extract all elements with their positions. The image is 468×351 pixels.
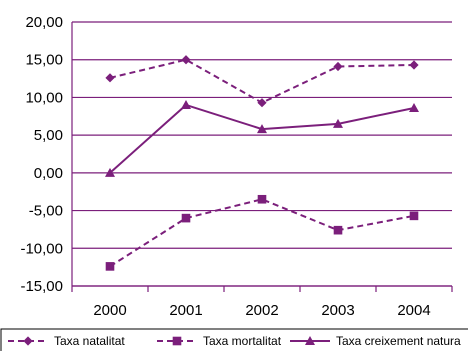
legend: Taxa natalitat Taxa mortalitat Taxa creixe… — [0, 328, 468, 351]
legend-label: Taxa natalitat — [54, 334, 125, 348]
series-lines — [105, 55, 419, 271]
data-point — [257, 124, 267, 134]
legend-label: Taxa creixement natura — [336, 334, 461, 348]
y-tick-label: -5,00 — [29, 203, 63, 220]
y-tick-label: 0,00 — [34, 165, 63, 182]
data-point — [409, 211, 419, 221]
data-point — [257, 194, 267, 204]
series-line — [109, 58, 415, 104]
legend-marker — [172, 336, 182, 346]
series-1 — [105, 194, 419, 271]
y-tick-label: -10,00 — [20, 240, 63, 257]
data-point — [333, 225, 343, 235]
data-point — [181, 55, 191, 65]
series-0 — [105, 55, 419, 108]
series-line — [109, 198, 415, 268]
data-point — [257, 98, 267, 108]
data-point — [105, 262, 115, 271]
data-point — [181, 213, 191, 223]
y-tick-label: -15,00 — [20, 278, 63, 295]
axes — [71, 22, 453, 292]
data-point — [105, 73, 115, 83]
x-tick-label: 2000 — [93, 302, 126, 319]
x-tick-labels: 2000 2001 2002 2003 2004 — [93, 302, 430, 319]
series-line — [109, 103, 415, 174]
legend-marker — [23, 336, 33, 346]
data-point — [181, 99, 191, 109]
y-tick-label: 15,00 — [25, 52, 63, 69]
y-tick-label: 10,00 — [25, 89, 63, 106]
x-tick-label: 2001 — [169, 302, 202, 319]
y-tick-label: 5,00 — [34, 127, 63, 144]
data-point — [105, 167, 115, 177]
series-2 — [105, 99, 419, 177]
y-tick-labels: 20,00 15,00 10,00 5,00 0,00 -5,00 -10,00 -15,00 — [20, 14, 63, 295]
x-tick-label: 2004 — [397, 302, 430, 319]
data-point — [409, 60, 419, 70]
x-tick-label: 2003 — [321, 302, 354, 319]
data-point — [333, 61, 343, 72]
legend-box — [0, 328, 468, 351]
legend-label: Taxa mortalitat — [203, 334, 282, 348]
gridlines — [72, 21, 452, 287]
y-tick-label: 20,00 — [25, 14, 63, 31]
legend-marker — [305, 336, 315, 345]
data-point — [409, 102, 419, 112]
x-tick-label: 2002 — [245, 302, 278, 319]
data-point — [333, 118, 343, 128]
